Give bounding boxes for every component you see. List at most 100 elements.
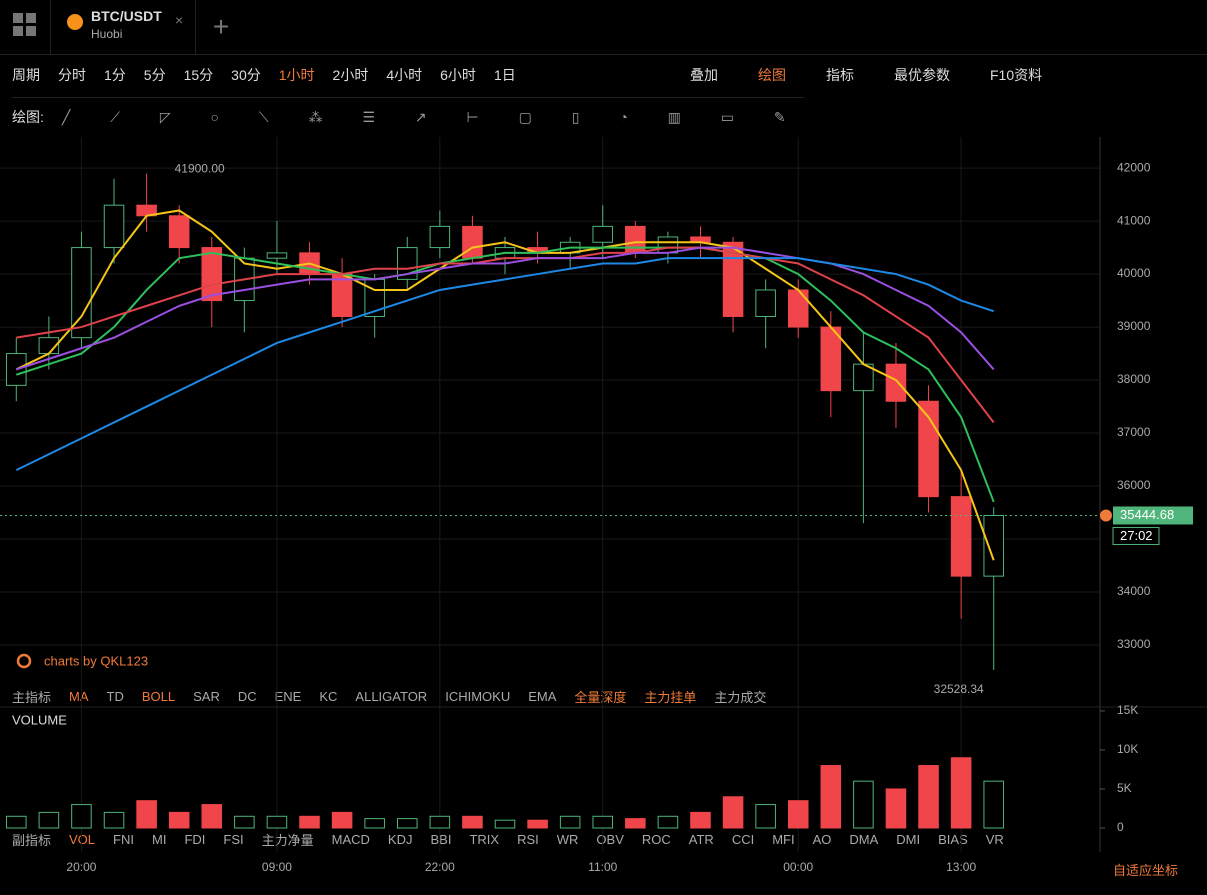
period[interactable]: 5分: [143, 67, 166, 83]
last-price-dot: [1100, 509, 1112, 522]
volume-bar: [6, 815, 27, 829]
indicator[interactable]: FNI: [113, 831, 134, 847]
indicator[interactable]: ATR: [688, 831, 714, 847]
indicator[interactable]: ROC: [641, 831, 671, 847]
period[interactable]: 4小时: [386, 67, 423, 83]
period[interactable]: 1分: [104, 67, 126, 83]
indicator[interactable]: 主指标: [12, 689, 52, 705]
period[interactable]: 2小时: [332, 67, 369, 83]
indicator[interactable]: TRIX: [469, 831, 500, 847]
candle-body: [755, 289, 776, 317]
watermark-logo: [16, 653, 32, 669]
period[interactable]: 30分: [231, 67, 261, 83]
volume-tick-label: 0: [1117, 820, 1124, 834]
indicator[interactable]: RSI: [517, 831, 539, 847]
ma-line: [15, 209, 995, 561]
menu-icon[interactable]: [0, 0, 51, 54]
countdown-box: [1112, 526, 1160, 545]
candle-body: [266, 252, 288, 259]
indicator[interactable]: ENE: [274, 688, 302, 704]
volume-bar: [885, 788, 907, 829]
candle-body: [950, 496, 972, 577]
volume-bar: [592, 815, 614, 829]
indicator[interactable]: SAR: [193, 688, 220, 704]
indicator[interactable]: ALLIGATOR: [355, 688, 428, 704]
candle-body: [38, 337, 60, 355]
period[interactable]: 分时: [58, 67, 86, 83]
volume-bar: [103, 811, 125, 829]
indicator[interactable]: 副指标: [12, 832, 52, 848]
indicator[interactable]: 主力净量: [261, 832, 314, 848]
ma-line: [15, 257, 995, 472]
tab-bar: BTC/USDT Huobi × +: [0, 0, 1207, 55]
volume-bar: [625, 818, 646, 829]
tool[interactable]: 绘图: [758, 67, 786, 83]
tool-bar: 叠加 绘图 指标 最优参数 F10资料: [690, 56, 1042, 94]
indicator[interactable]: TD: [106, 688, 124, 704]
candle-body: [918, 400, 939, 498]
period[interactable]: 15分: [183, 67, 214, 83]
tool[interactable]: 最优参数: [894, 67, 950, 83]
candle-body: [331, 273, 353, 317]
candle-body: [690, 236, 711, 243]
indicator[interactable]: FDI: [184, 831, 206, 847]
indicator[interactable]: BIAS: [938, 831, 968, 847]
y-tick-label: 37000: [1117, 425, 1151, 439]
x-tick-label: 22:00: [425, 860, 455, 874]
indicator[interactable]: MI: [151, 831, 167, 847]
add-tab[interactable]: +: [212, 11, 230, 42]
volume-bar: [38, 811, 60, 829]
y-tick-label: 36000: [1117, 478, 1151, 492]
tool[interactable]: 叠加: [690, 67, 718, 83]
x-tick-label: 11:00: [588, 860, 617, 874]
volume-bar: [136, 800, 157, 829]
volume-bar: [234, 815, 255, 829]
indicator[interactable]: VR: [985, 831, 1004, 847]
volume-bar: [331, 811, 353, 829]
indicator[interactable]: OBV: [596, 831, 624, 847]
candle-body: [6, 353, 27, 386]
indicator[interactable]: MFI: [772, 831, 795, 847]
indicator[interactable]: WR: [556, 831, 579, 847]
indicator[interactable]: FSI: [223, 831, 244, 847]
period[interactable]: 周期: [12, 67, 40, 83]
indicator[interactable]: MACD: [331, 831, 370, 847]
indicator[interactable]: EMA: [528, 688, 557, 704]
period[interactable]: 1日: [493, 67, 516, 83]
indicator[interactable]: MA: [69, 688, 89, 704]
candle-body: [787, 289, 809, 328]
volume-bar: [559, 815, 581, 829]
indicator[interactable]: AO: [812, 831, 832, 847]
y-tick-label: 41000: [1117, 213, 1151, 227]
volume-bar: [266, 815, 288, 829]
volume-bar: [527, 819, 548, 829]
indicator[interactable]: DMI: [896, 831, 921, 847]
candle-body: [885, 363, 907, 402]
indicator[interactable]: DC: [237, 688, 257, 704]
indicator[interactable]: KDJ: [387, 831, 413, 847]
volume-bar: [494, 819, 516, 829]
indicator[interactable]: VOL: [69, 831, 96, 847]
tool[interactable]: 指标: [826, 67, 854, 83]
draw-bar: 绘图: ╱ ⟋ ◸ ○ ⟍ ⁂ ☰ ↗ ⊢ ▢ ▯ ◔ ▥ ▭ ✎: [12, 97, 804, 136]
candle-body: [71, 247, 92, 339]
indicator[interactable]: 全量深度: [574, 689, 627, 705]
volume-bar: [820, 765, 842, 829]
volume-bar: [364, 818, 385, 829]
volume-bar: [657, 815, 679, 829]
auto-scale[interactable]: 自适应坐标: [1113, 863, 1179, 878]
indicator[interactable]: CCI: [731, 831, 755, 847]
indicator[interactable]: 主力成交: [714, 689, 767, 705]
symbol-tab[interactable]: BTC/USDT Huobi ×: [51, 0, 196, 54]
indicator[interactable]: DMA: [849, 831, 879, 847]
period[interactable]: 1小时: [278, 67, 315, 83]
indicator[interactable]: BOLL: [141, 688, 176, 704]
indicator[interactable]: 主力挂单: [644, 689, 697, 705]
period[interactable]: 6小时: [440, 67, 476, 83]
volume-tick-label: 10K: [1117, 742, 1138, 756]
indicator[interactable]: KC: [319, 688, 338, 704]
indicator[interactable]: BBI: [430, 831, 452, 847]
tool[interactable]: F10资料: [990, 67, 1043, 83]
volume-bar: [201, 804, 223, 829]
indicator[interactable]: ICHIMOKU: [445, 688, 511, 704]
